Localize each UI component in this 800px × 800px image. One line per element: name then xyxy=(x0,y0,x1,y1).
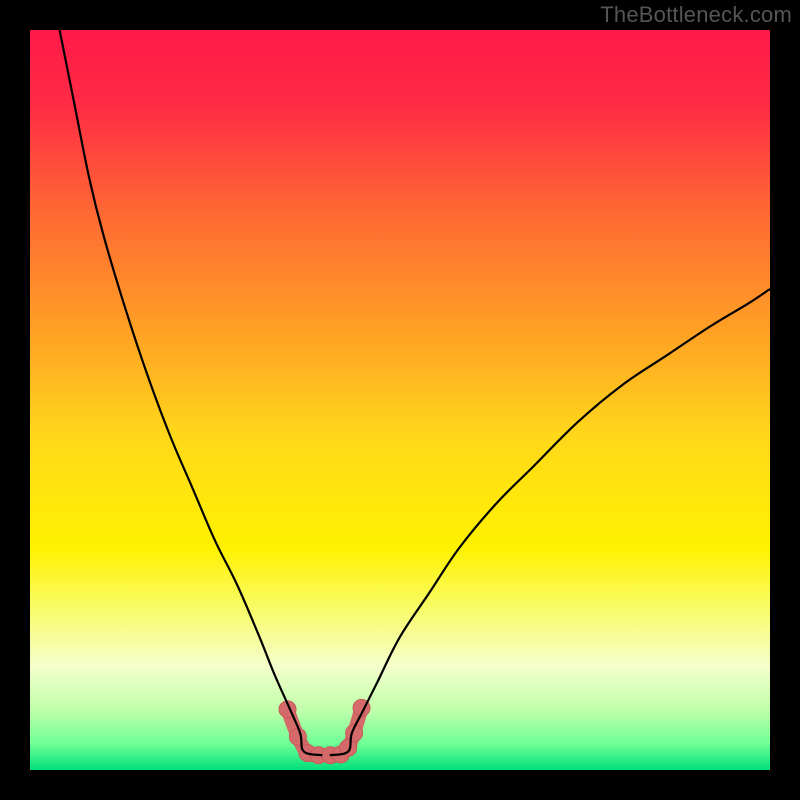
bottleneck-chart-svg xyxy=(0,0,800,800)
plot-background xyxy=(30,30,770,770)
valley-marker xyxy=(289,728,306,745)
watermark-text: TheBottleneck.com xyxy=(600,2,792,28)
chart-canvas: TheBottleneck.com xyxy=(0,0,800,800)
